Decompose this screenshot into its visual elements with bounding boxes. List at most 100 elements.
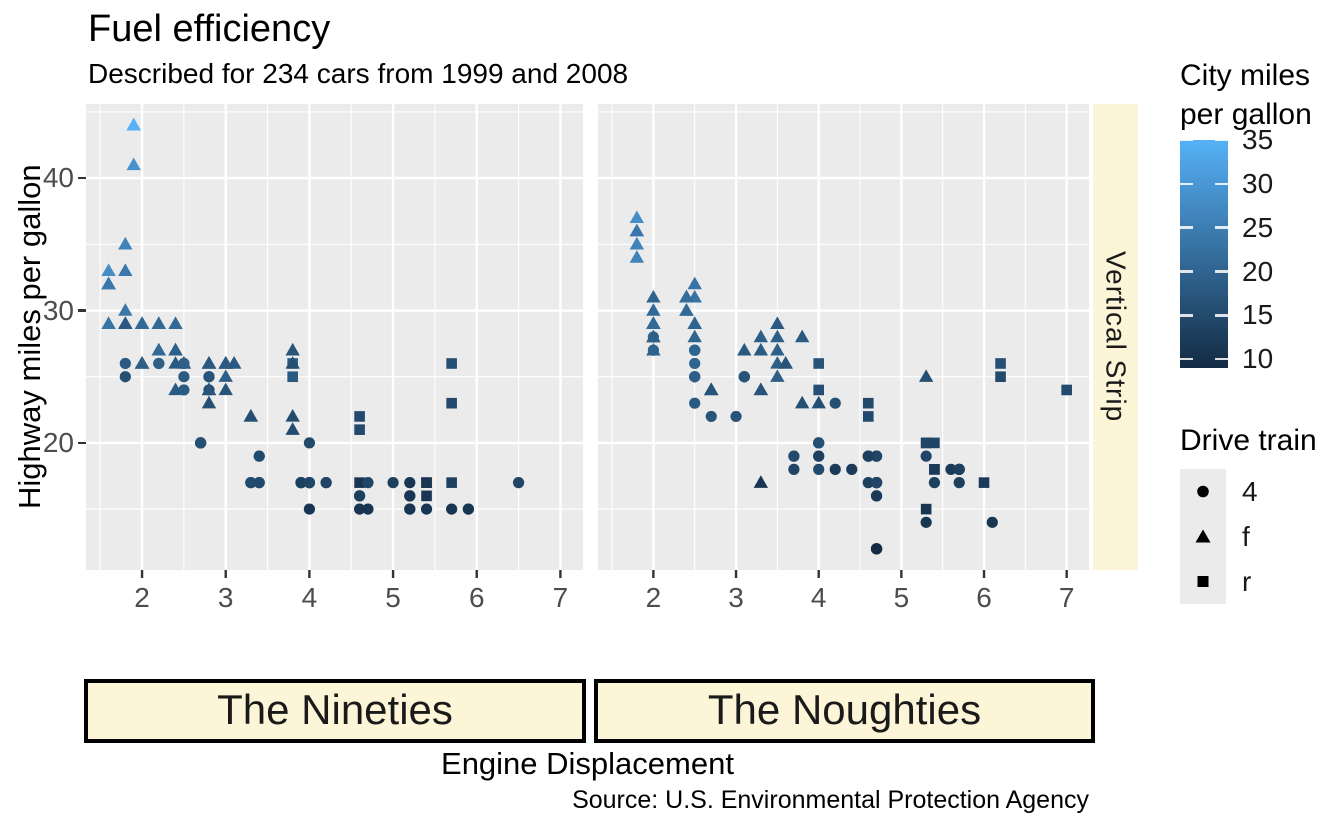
data-point [119,357,131,370]
colorbar-tick [1180,182,1193,186]
x-tick-label: 4 [810,582,827,613]
data-point [846,463,858,475]
shape-key-4 [1180,469,1226,514]
data-point [753,382,769,396]
data-point [295,477,307,489]
data-point [303,503,315,515]
data-point [978,477,990,488]
data-point [218,369,233,382]
panel-nineties [86,104,583,578]
colorbar-tick-label: 25 [1242,211,1274,243]
colorbar-tick [1215,182,1228,186]
data-point [953,477,965,489]
page-title: Fuel efficiency [88,8,331,50]
data-point [995,371,1006,383]
data-point [218,382,233,396]
data-point [512,477,525,489]
square-icon [1197,576,1209,587]
data-point [646,329,661,343]
data-point [134,316,150,329]
data-point [862,450,874,462]
data-point [737,342,752,356]
data-point [354,490,366,502]
data-point [770,369,785,382]
data-point [687,276,702,290]
data-point [953,463,965,475]
data-point [770,316,785,329]
shape-key-f [1180,514,1226,559]
colorbar-tick [1180,358,1193,361]
colorbar-tick [1215,314,1228,317]
data-point [794,329,810,343]
data-point [126,117,141,131]
data-point [870,490,883,502]
x-tick-label: 5 [385,582,401,613]
data-point [354,411,365,422]
data-point [178,357,190,370]
data-point [730,410,742,423]
data-point [753,342,769,356]
data-point [813,358,825,369]
colorbar-tick [1215,138,1228,142]
data-point [646,316,661,329]
data-point [168,316,183,329]
colorbar-tick [1215,358,1228,361]
data-point [287,371,298,383]
x-tick-label: 5 [893,582,910,613]
data-point [101,316,116,329]
data-point [813,437,825,449]
panel-noughties [598,104,1089,578]
y-tick-mark [78,441,86,445]
triangle-icon [1195,529,1211,543]
shape-key-label-f: f [1242,521,1250,552]
shape-key-label-r: r [1242,566,1252,597]
circle-icon [1197,485,1209,498]
data-point [201,395,217,409]
data-point [920,437,932,449]
data-point [119,371,131,383]
x-tick-label: 2 [645,582,662,613]
data-point [870,450,883,462]
data-point [629,210,645,224]
x-tick-label: 4 [301,582,318,613]
data-point [404,490,416,502]
data-point [118,303,133,316]
data-point [629,223,645,237]
data-point [813,384,825,396]
data-point [151,342,166,356]
data-point [689,397,701,409]
x-tick-label: 3 [728,582,744,613]
data-point [201,382,217,396]
data-point [404,503,416,515]
x-tick-label: 6 [468,582,485,613]
data-point [770,342,785,356]
data-point [646,342,661,356]
x-tick-label: 7 [1058,582,1075,613]
data-point [862,477,874,489]
data-point [195,437,207,449]
data-point [354,503,366,515]
data-point [178,371,190,383]
data-point [446,358,457,369]
data-point [788,463,800,475]
data-point [778,356,793,369]
page-subtitle: Described for 234 cars from 1999 and 200… [88,58,629,89]
data-point [788,450,800,462]
data-point [101,263,116,277]
colorbar-tick [1215,270,1228,273]
data-point [918,369,934,382]
data-point [354,424,365,435]
data-point [920,516,932,528]
data-point [753,475,769,488]
x-tick-label: 6 [976,582,992,613]
data-point [770,329,785,343]
y-tick-mark [78,176,86,180]
data-point [629,236,645,250]
data-point [201,356,217,369]
data-point [705,410,717,423]
x-tick-label: 2 [134,582,150,613]
data-point [462,503,474,515]
data-point [118,236,133,250]
colorbar-tick-label: 35 [1242,124,1274,155]
